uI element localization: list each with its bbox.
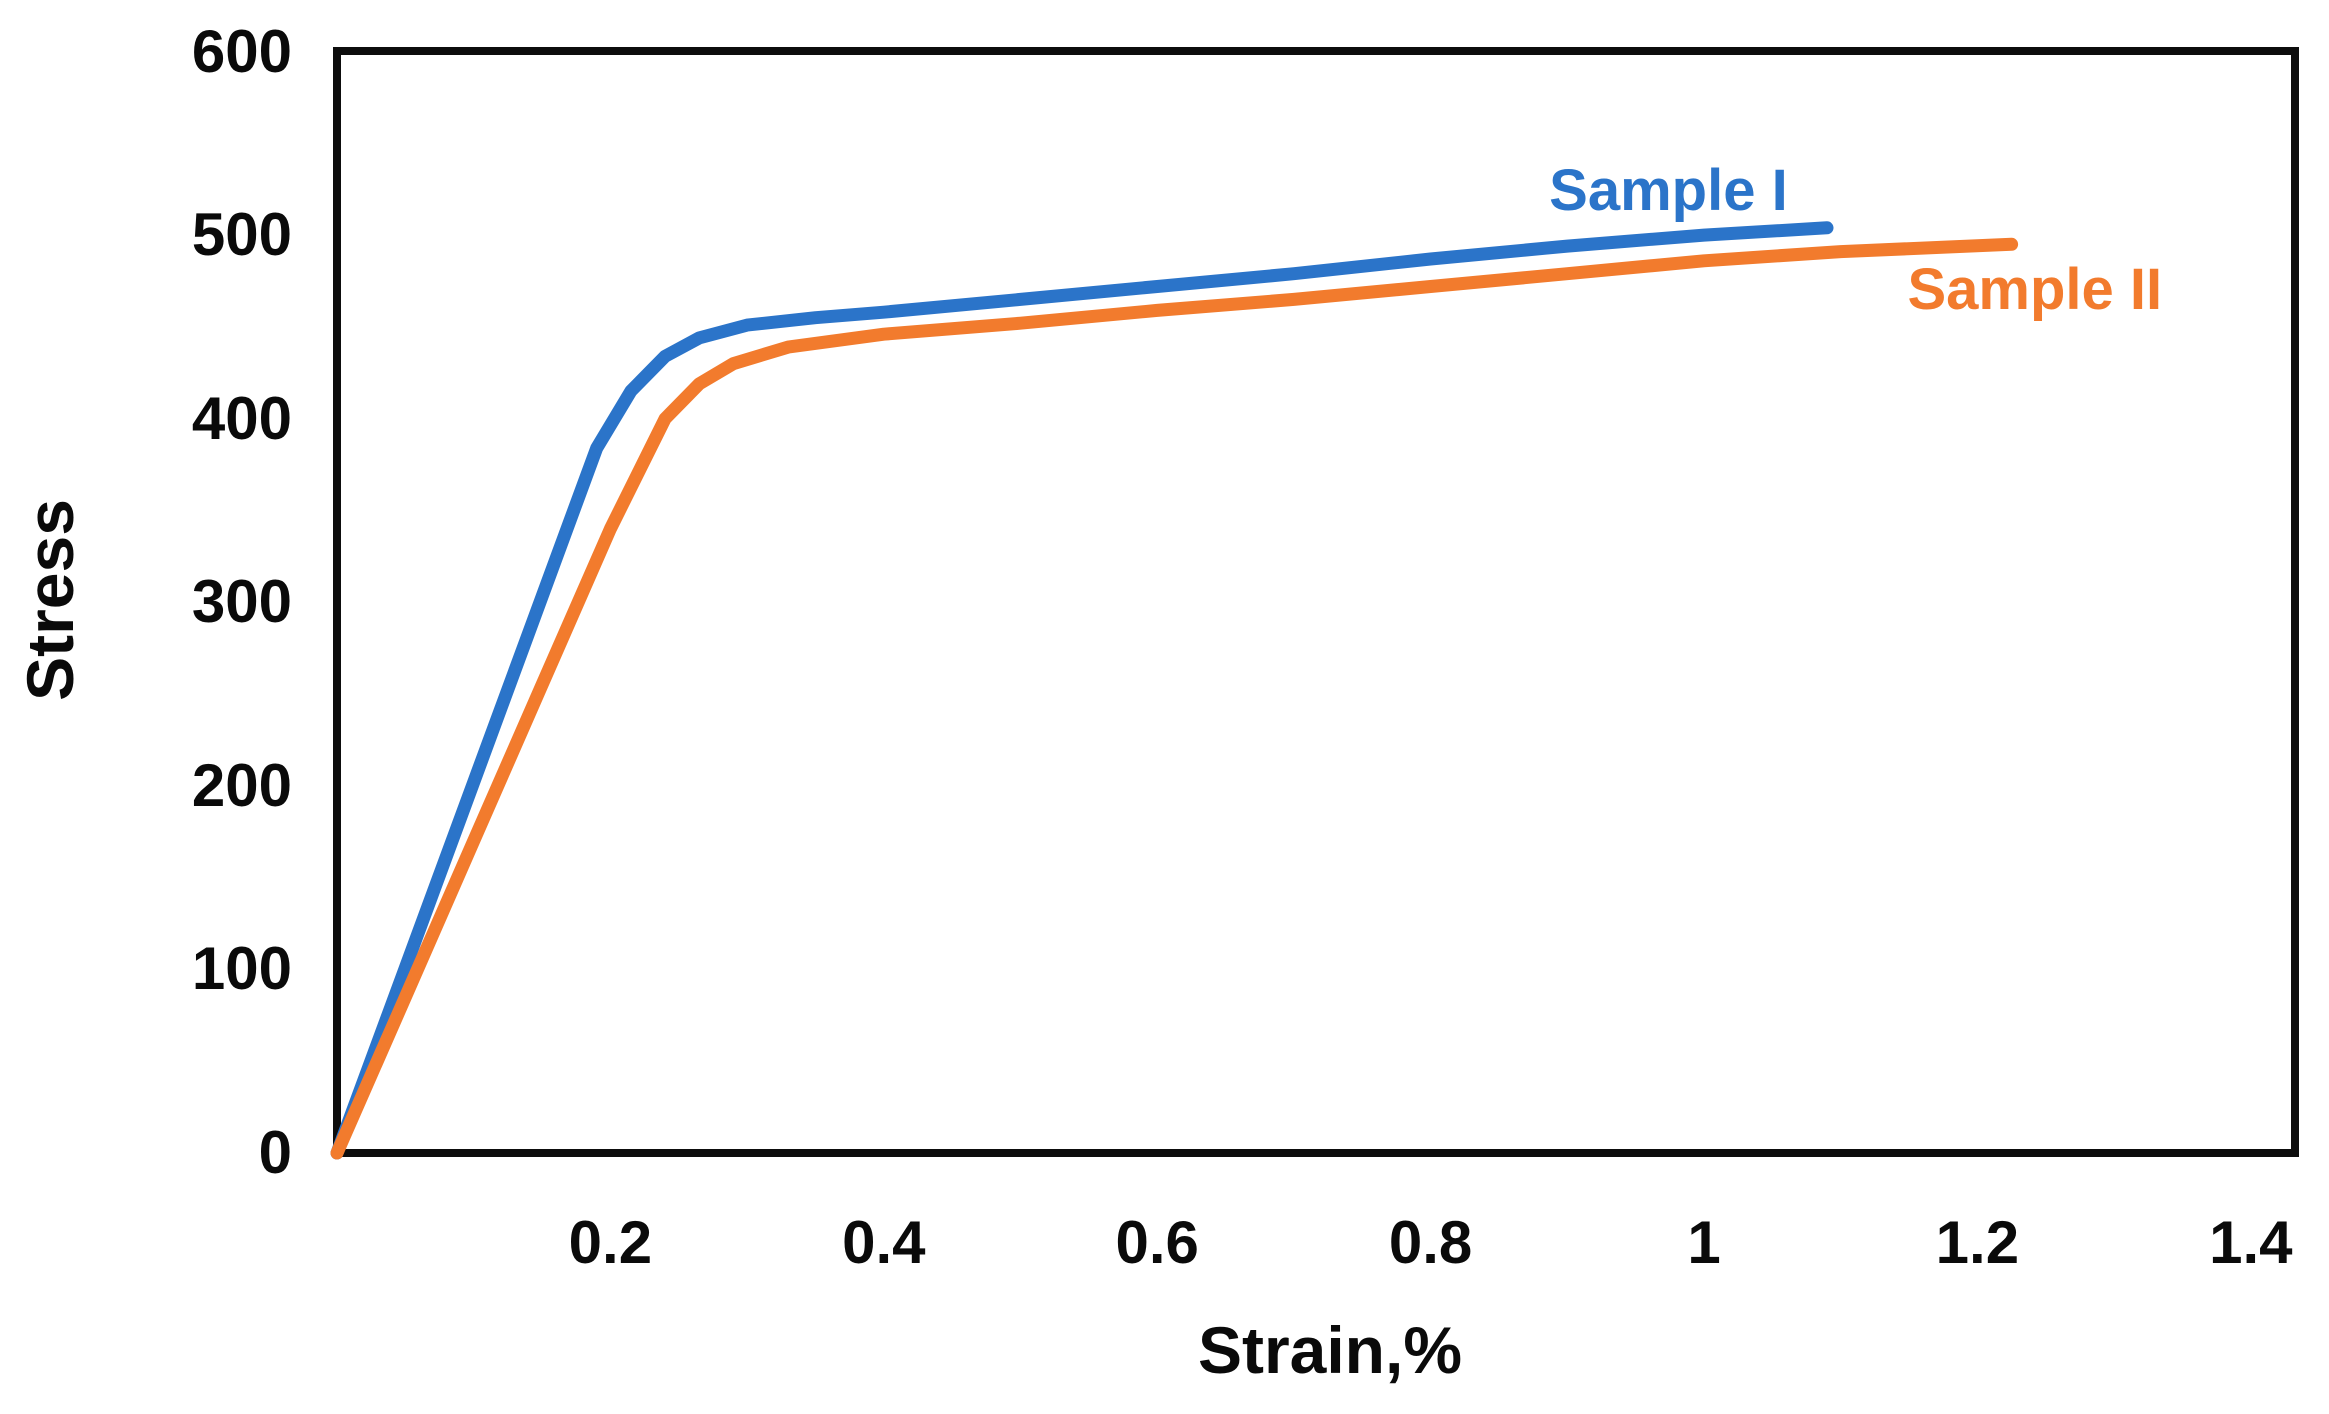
x-tick-label: 1.4 xyxy=(2209,1209,2293,1276)
series-label-1: Sample I xyxy=(1549,158,1788,224)
y-tick-label: 600 xyxy=(191,17,292,85)
x-tick-label: 0.2 xyxy=(568,1209,653,1276)
y-tick-label: 300 xyxy=(191,568,292,636)
y-tick-label: 100 xyxy=(191,935,292,1003)
series-label-2: Sample II xyxy=(1907,257,2163,323)
x-tick-label: 0.6 xyxy=(1115,1209,1199,1276)
plot-area-border xyxy=(333,47,2299,1157)
y-tick-label: 0 xyxy=(258,1119,292,1186)
y-tick-label: 200 xyxy=(191,751,292,819)
x-tick-label: 0.4 xyxy=(842,1209,926,1276)
y-tick-label: 400 xyxy=(191,384,292,452)
series-line-1 xyxy=(330,221,1834,1160)
y-tick-label: 500 xyxy=(191,201,292,269)
x-tick-label: 1.2 xyxy=(1935,1209,2020,1276)
x-tick-label: 1 xyxy=(1687,1209,1721,1276)
x-axis-title: Strain,% xyxy=(1197,1313,1463,1387)
y-axis-title: Stress xyxy=(13,499,87,701)
x-tick-label: 0.8 xyxy=(1388,1209,1473,1276)
series-line-2 xyxy=(330,237,2019,1160)
